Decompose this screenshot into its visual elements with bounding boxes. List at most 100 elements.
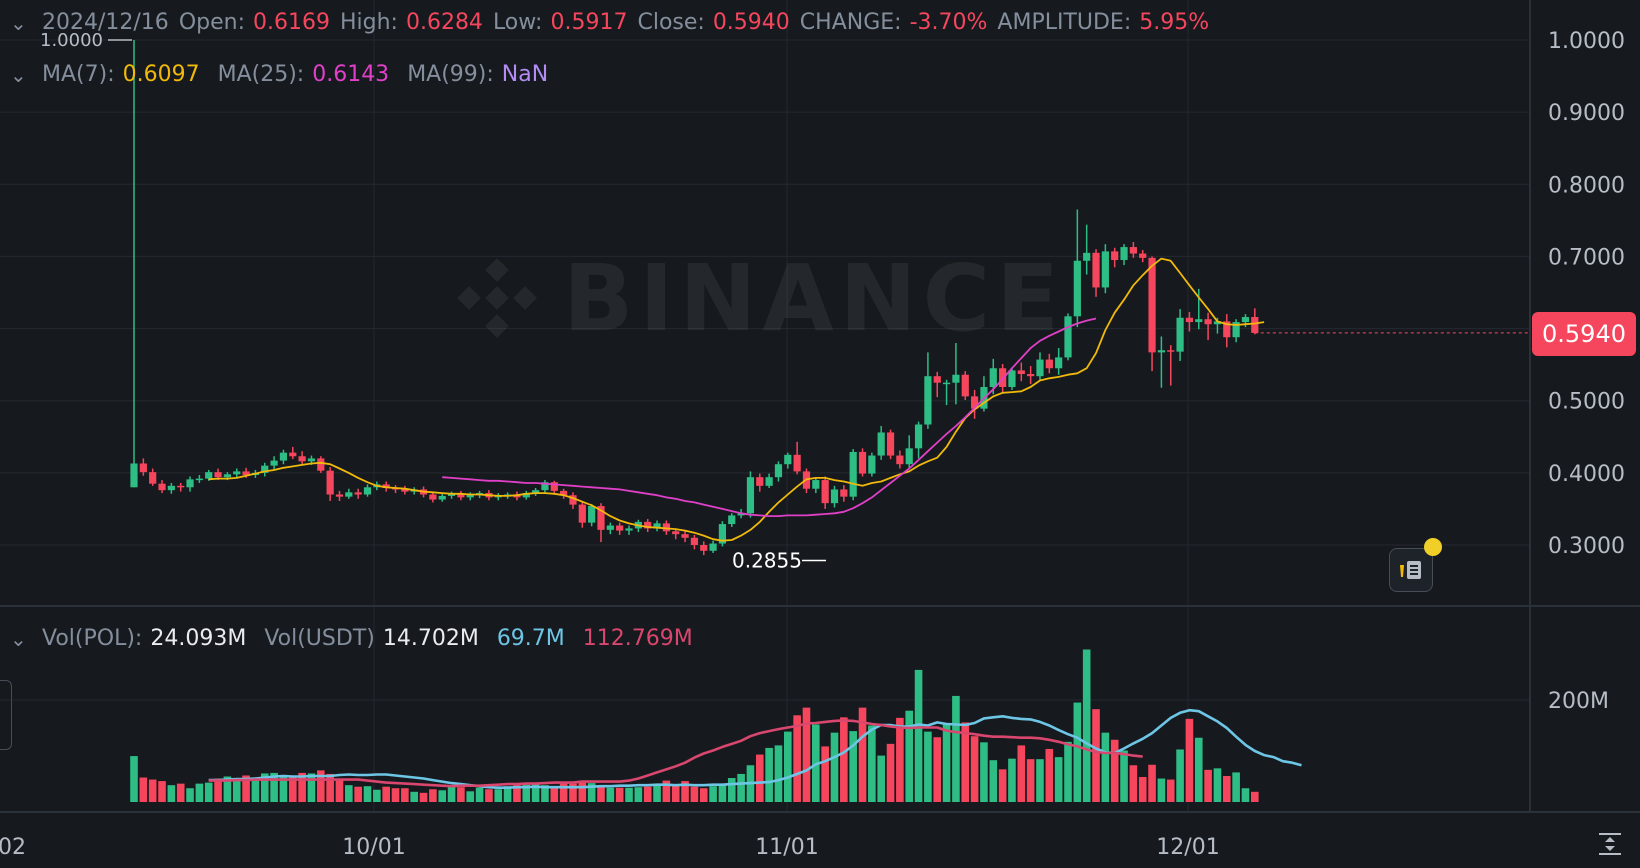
candle-body <box>1232 322 1240 338</box>
side-panel-handle[interactable] <box>0 680 12 750</box>
volume-bar <box>438 790 447 802</box>
y-tick-label: 0.4000 <box>1548 462 1625 487</box>
volume-bar <box>1241 788 1250 802</box>
candle-body <box>447 493 456 496</box>
volume-bar <box>961 722 970 802</box>
volume-bar <box>242 775 250 802</box>
ma7-label: MA(7): <box>42 62 115 87</box>
candle-body <box>597 506 605 530</box>
ohlc-legend: ⌄ 2024/12/16 Open: 0.6169 High: 0.6284 Low… <box>10 10 1219 35</box>
volume-bar <box>793 715 801 802</box>
candle-body <box>952 374 960 383</box>
candle-body <box>578 504 586 523</box>
volume-bar <box>522 784 531 802</box>
ma7-line <box>208 257 1265 542</box>
volume-bar <box>204 782 213 802</box>
volume-bar <box>270 772 278 802</box>
volume-bar <box>765 747 773 802</box>
volume-bar <box>643 786 652 802</box>
candle-body <box>270 460 278 466</box>
y-tick-label: 0.9000 <box>1548 101 1625 126</box>
min-price-label: 0.2855 <box>732 548 802 572</box>
candle-body <box>1055 357 1063 369</box>
volume-bar <box>195 783 204 802</box>
expand-icon <box>1599 833 1621 855</box>
vol-pol-value: 24.093M <box>150 626 247 651</box>
expand-button[interactable] <box>1595 830 1625 858</box>
volume-bar <box>503 786 512 802</box>
volume-bar <box>457 787 465 802</box>
candle-body <box>1185 317 1194 323</box>
volume-bar <box>980 742 988 802</box>
volume-bar <box>896 717 904 802</box>
volume-bar <box>373 789 381 802</box>
candle-body <box>457 493 465 498</box>
candle-body <box>1120 247 1128 261</box>
volume-bar <box>1054 757 1063 802</box>
chevron-down-icon[interactable]: ⌄ <box>10 626 27 651</box>
candle-body <box>1045 359 1053 369</box>
candle-body <box>139 463 147 473</box>
volume-legend: ⌄ Vol(POL): 24.093M Vol(USDT) 14.702M 69.7… <box>10 626 703 651</box>
volume-bar <box>513 785 521 802</box>
candle-body <box>149 472 157 484</box>
vol-ma-long-value: 112.769M <box>582 626 693 651</box>
candle-body <box>886 432 895 456</box>
candle-body <box>261 465 269 473</box>
candle-body <box>793 454 801 472</box>
candle-body <box>195 478 203 481</box>
x-tick-label: 12/01 <box>1156 835 1219 860</box>
volume-bar <box>345 785 353 802</box>
volume-bar <box>774 745 783 802</box>
x-tick-label: 02 <box>0 835 26 860</box>
volume-bar <box>176 783 185 802</box>
y-tick-label: 0.5000 <box>1548 390 1625 415</box>
candle-body <box>933 376 941 383</box>
volume-bar <box>317 770 325 802</box>
candle-body <box>588 506 596 523</box>
volume-bar <box>1092 709 1100 802</box>
candle-body <box>354 492 362 495</box>
candle-body <box>401 488 409 492</box>
candle-body <box>1073 260 1081 317</box>
volume-bar <box>466 791 475 802</box>
volume-bar <box>531 782 540 802</box>
chevron-down-icon[interactable]: ⌄ <box>10 62 27 87</box>
candle-body <box>644 521 652 529</box>
volume-bar <box>1194 737 1203 802</box>
notification-dot <box>1424 538 1442 556</box>
low-label: Low: <box>492 10 543 35</box>
volume-bar <box>578 782 587 802</box>
volume-bar <box>139 777 148 802</box>
candle-body <box>616 525 624 531</box>
high-label: High: <box>339 10 398 35</box>
volume-bar <box>858 707 867 802</box>
volume-bar <box>429 789 437 802</box>
candle-body <box>363 487 372 495</box>
candle-body <box>756 477 764 486</box>
volume-bar <box>541 785 549 802</box>
y-tick-label: 0.3000 <box>1548 534 1625 559</box>
chevron-down-icon[interactable]: ⌄ <box>10 10 27 35</box>
volume-bar <box>223 776 232 802</box>
candle-body <box>700 545 708 551</box>
candle-body <box>924 376 932 425</box>
volume-bar <box>989 760 998 802</box>
volume-bar <box>475 787 484 802</box>
candle-body <box>971 396 979 409</box>
volume-bar <box>559 781 568 802</box>
candle-body <box>830 489 839 504</box>
candle-body <box>728 515 736 525</box>
change-value: -3.70% <box>909 10 988 35</box>
candle-body <box>914 424 923 449</box>
y-tick-label: 0.8000 <box>1548 173 1625 198</box>
candle-body <box>158 483 166 491</box>
candle-body <box>466 494 474 498</box>
candle-body <box>653 523 661 529</box>
candle-body <box>1139 253 1147 258</box>
volume-bar <box>1185 718 1194 802</box>
candle-body <box>1017 370 1025 375</box>
candle-body <box>345 492 353 497</box>
note-button[interactable] <box>1389 548 1433 592</box>
